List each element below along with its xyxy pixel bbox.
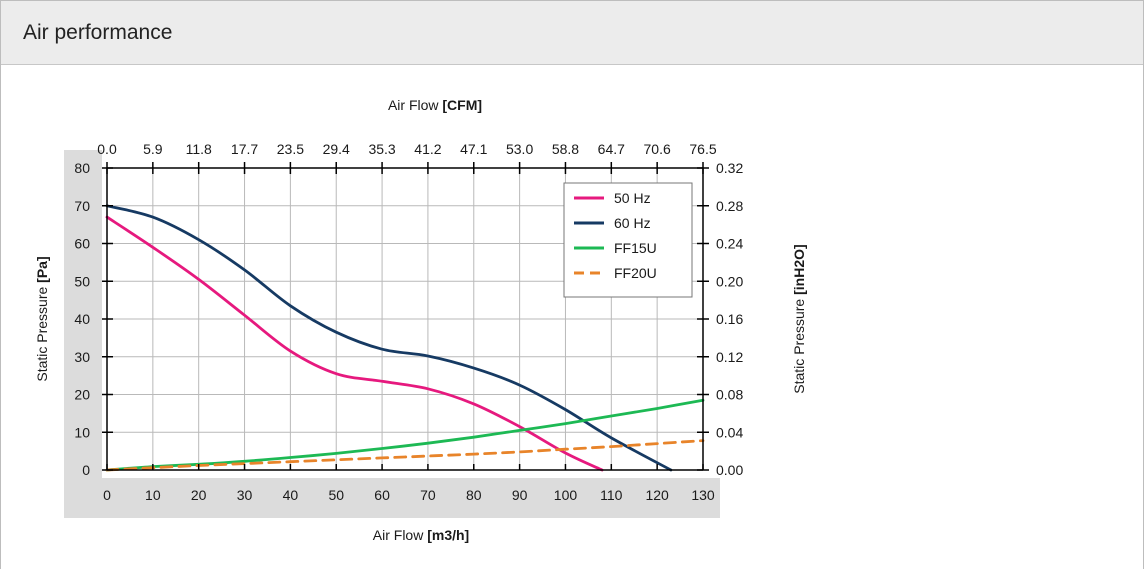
y-right-tick-label: 0.00 (716, 462, 743, 478)
grid-lines (107, 168, 703, 470)
x-top-title-text: Air Flow (388, 97, 439, 113)
y-left-tick-label: 70 (74, 198, 90, 214)
x-bottom-title-text: Air Flow (373, 527, 424, 543)
x-bottom-unit: [m3/h] (427, 527, 469, 543)
y-left-tick-label: 0 (82, 462, 90, 478)
x-bottom-tick-label: 70 (420, 487, 436, 503)
y-left-tick-label: 50 (74, 273, 90, 289)
y-left-tick-label: 20 (74, 387, 90, 403)
series-line-60-hz (105, 204, 673, 472)
axes-layer (102, 162, 709, 471)
y-left-unit: [Pa] (34, 256, 50, 282)
y-left-tick-label: 80 (74, 160, 90, 176)
series-layer (105, 204, 705, 472)
y-left-tick-label: 10 (74, 424, 90, 440)
x-bottom-tick-label: 50 (328, 487, 344, 503)
y-right-tick-label: 0.28 (716, 198, 743, 214)
legend-label-ff15u: FF15U (614, 240, 657, 256)
legend-box (563, 182, 693, 298)
y-right-axis-title: Static Pressure [inH2O] (791, 244, 807, 393)
x-top-tick-label: 64.7 (598, 141, 625, 157)
x-bottom-tick-label: 0 (103, 487, 111, 503)
y-right-tick-label: 0.16 (716, 311, 743, 327)
y-left-tick-label: 30 (74, 349, 90, 365)
legend-label-50-hz: 50 Hz (614, 190, 651, 206)
y-right-tick-label: 0.24 (716, 236, 743, 252)
x-bottom-tick-label: 60 (374, 487, 390, 503)
x-bottom-tick-label: 30 (237, 487, 253, 503)
tick-labels: 0 0.0 10 5.9 20 11.8 30 17.7 40 23.5 50 29.4 60 35.3 7… (74, 141, 743, 503)
panel-header: Air performance (1, 1, 1143, 65)
x-top-unit: [CFM] (442, 97, 482, 113)
series-line-ff20u (105, 439, 705, 472)
y-right-tick-label: 0.12 (716, 349, 743, 365)
x-bottom-tick-label: 100 (554, 487, 578, 503)
x-top-tick-label: 29.4 (323, 141, 350, 157)
x-bottom-tick-label: 110 (600, 487, 623, 503)
y-right-tick-label: 0.08 (716, 387, 743, 403)
x-top-tick-label: 47.1 (460, 141, 487, 157)
x-top-tick-label: 58.8 (552, 141, 579, 157)
x-bottom-label-background (64, 478, 720, 518)
x-top-tick-label: 35.3 (368, 141, 395, 157)
y-right-unit: [inH2O] (791, 244, 807, 295)
x-top-tick-label: 41.2 (414, 141, 441, 157)
x-bottom-tick-label: 20 (191, 487, 207, 503)
y-left-label-background (64, 150, 102, 518)
x-top-tick-label: 0.0 (97, 141, 117, 157)
x-bottom-tick-label: 130 (691, 487, 715, 503)
y-left-title-text: Static Pressure (34, 287, 50, 382)
x-top-axis-title: Air Flow [CFM] (388, 97, 482, 113)
x-top-tick-label: 53.0 (506, 141, 533, 157)
panel-title: Air performance (23, 20, 173, 44)
x-bottom-axis-title: Air Flow [m3/h] (373, 527, 469, 543)
legend-label-ff20u: FF20U (614, 265, 657, 281)
y-right-title-text: Static Pressure (791, 299, 807, 394)
x-bottom-tick-label: 40 (283, 487, 299, 503)
legend: 50 Hz 60 Hz FF15U FF20U (563, 182, 693, 298)
x-top-tick-label: 76.5 (689, 141, 716, 157)
y-left-tick-label: 60 (74, 236, 90, 252)
y-right-tick-label: 0.32 (716, 160, 743, 176)
x-bottom-tick-label: 80 (466, 487, 482, 503)
x-top-tick-label: 23.5 (277, 141, 304, 157)
x-top-tick-label: 11.8 (186, 141, 212, 157)
x-bottom-tick-label: 10 (145, 487, 161, 503)
x-top-tick-label: 17.7 (231, 141, 258, 157)
x-bottom-tick-label: 90 (512, 487, 528, 503)
legend-label-60-hz: 60 Hz (614, 215, 651, 231)
x-bottom-tick-label: 120 (645, 487, 669, 503)
y-left-tick-label: 40 (74, 311, 90, 327)
y-left-axis-title: Static Pressure [Pa] (34, 256, 50, 381)
y-right-tick-label: 0.04 (716, 424, 743, 440)
x-top-tick-label: 70.6 (644, 141, 671, 157)
y-right-tick-label: 0.20 (716, 273, 743, 289)
x-top-tick-label: 5.9 (143, 141, 163, 157)
